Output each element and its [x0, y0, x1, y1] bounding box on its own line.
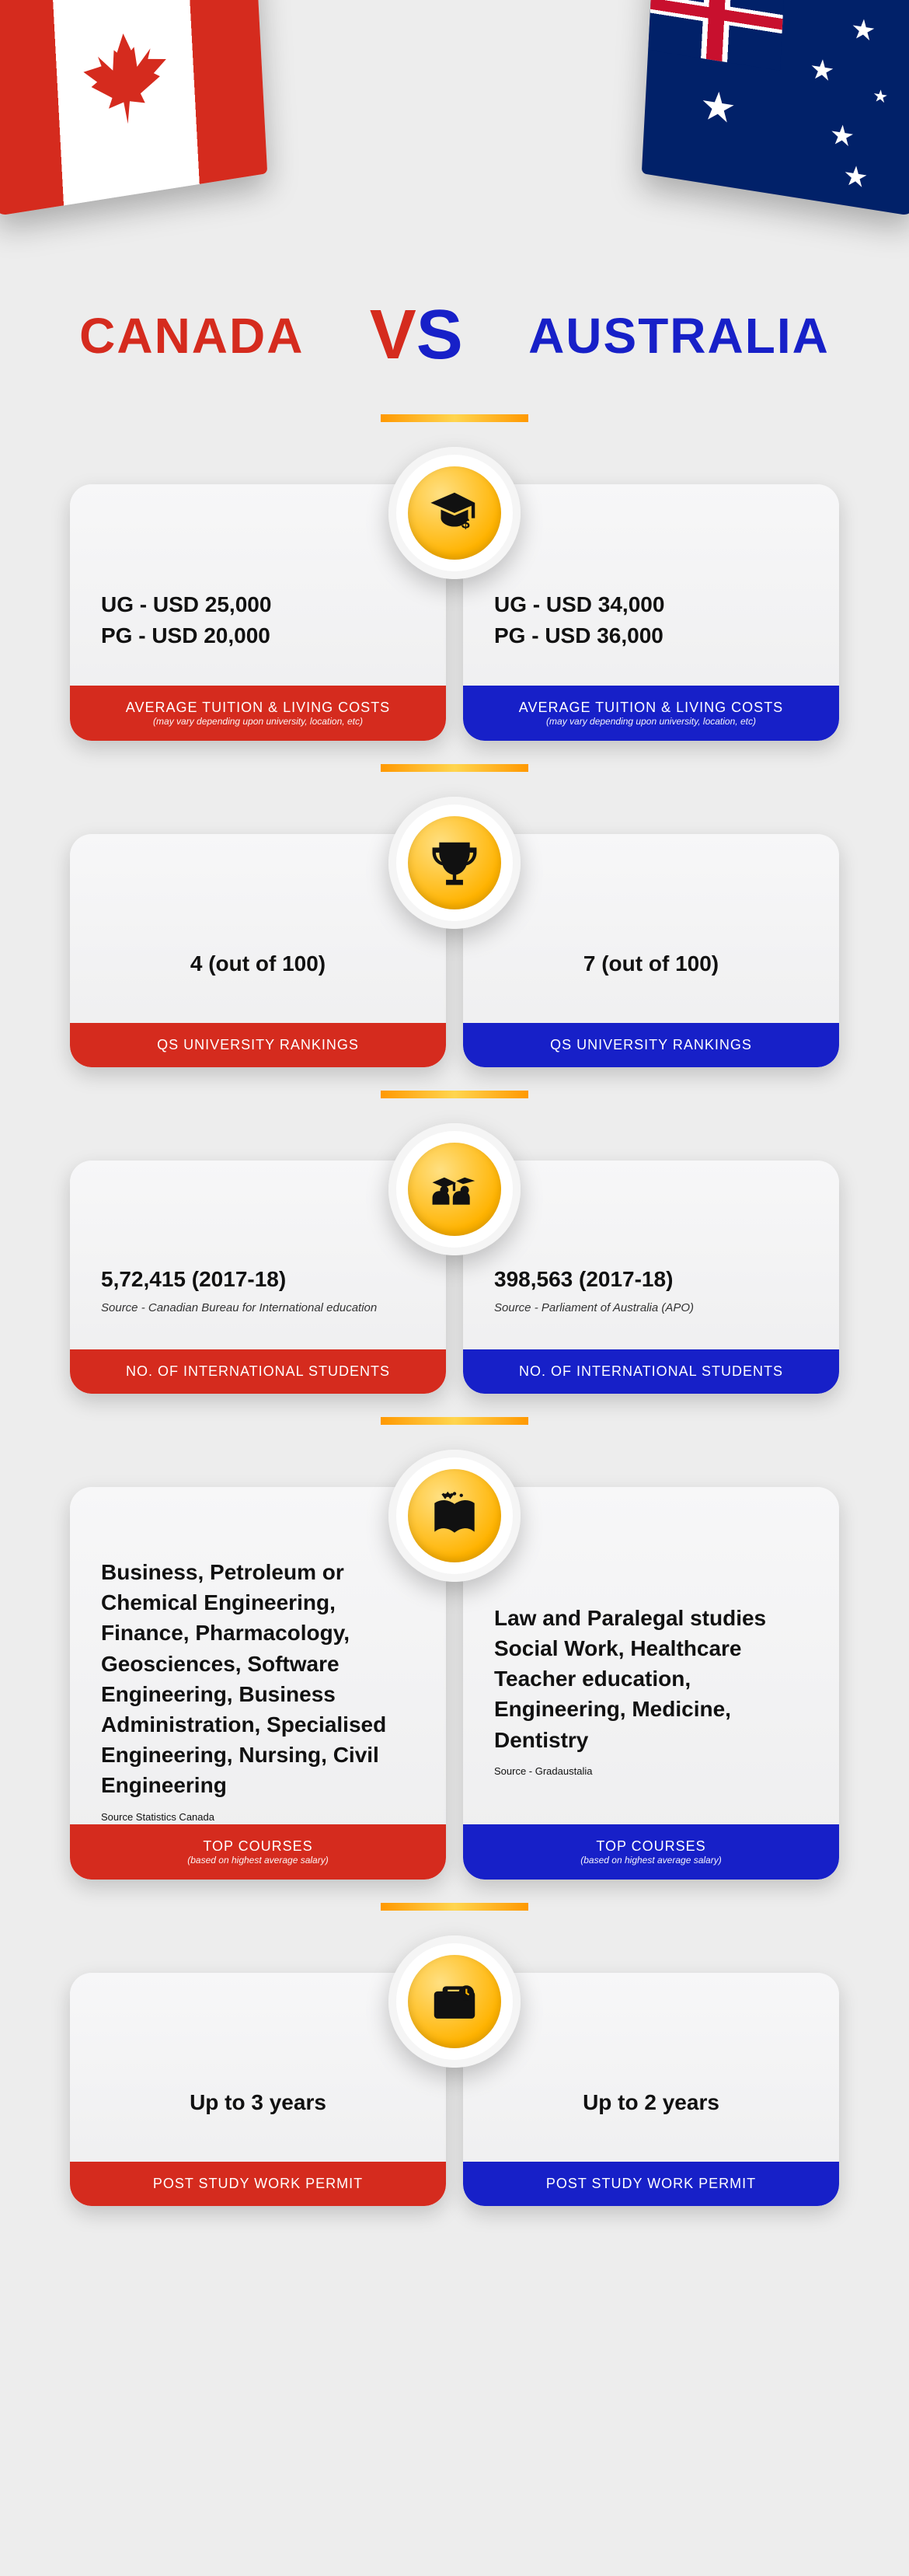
- section-courses: Business, Petroleum or Chemical Engineer…: [70, 1487, 839, 1880]
- section-work-permit: Up to 3 years POST STUDY WORK PERMIT Up …: [70, 1973, 839, 2206]
- briefcase-icon: [381, 1903, 528, 2068]
- section-students: 5,72,415 (2017-18) Source - Canadian Bur…: [70, 1161, 839, 1394]
- canada-permit-duration: Up to 3 years: [101, 2087, 415, 2117]
- aus-ug-cost: UG - USD 34,000: [494, 589, 808, 620]
- canada-courses-list: Business, Petroleum or Chemical Engineer…: [101, 1557, 415, 1801]
- trophy-icon: [381, 764, 528, 929]
- rankings-aus-footer: QS UNIVERSITY RANKINGS: [463, 1023, 839, 1067]
- svg-text:$: $: [461, 515, 470, 532]
- students-aus-footer: NO. OF INTERNATIONAL STUDENTS: [463, 1349, 839, 1394]
- canada-ranking: 4 (out of 100): [101, 948, 415, 979]
- rankings-canada-footer: QS UNIVERSITY RANKINGS: [70, 1023, 446, 1067]
- vs-s: S: [416, 295, 463, 375]
- canada-students-source: Source - Canadian Bureau for Internation…: [101, 1300, 415, 1316]
- courses-canada-footer: TOP COURSES (based on highest average sa…: [70, 1824, 446, 1880]
- section-tuition: $ UG - USD 25,000 PG - USD 20,000 AVERAG…: [70, 484, 839, 741]
- permit-aus-footer: POST STUDY WORK PERMIT: [463, 2162, 839, 2206]
- canada-courses-source: Source Statistics Canada: [101, 1810, 415, 1824]
- canada-title: CANADA: [79, 307, 304, 365]
- students-icon: [381, 1091, 528, 1255]
- book-icon: [381, 1417, 528, 1582]
- australia-title: AUSTRALIA: [528, 307, 830, 365]
- aus-students-source: Source - Parliament of Australia (APO): [494, 1300, 808, 1316]
- aus-courses-list: Law and Paralegal studies Social Work, H…: [494, 1603, 808, 1755]
- vs-label: V S: [370, 295, 463, 375]
- aus-courses-source: Source - Gradaustalia: [494, 1764, 808, 1778]
- students-canada-footer: NO. OF INTERNATIONAL STUDENTS: [70, 1349, 446, 1394]
- aus-permit-duration: Up to 2 years: [494, 2087, 808, 2117]
- tuition-aus-footer: AVERAGE TUITION & LIVING COSTS (may vary…: [463, 686, 839, 741]
- courses-aus-footer: TOP COURSES (based on highest average sa…: [463, 1824, 839, 1880]
- permit-canada-footer: POST STUDY WORK PERMIT: [70, 2162, 446, 2206]
- canada-ug-cost: UG - USD 25,000: [101, 589, 415, 620]
- aus-pg-cost: PG - USD 36,000: [494, 620, 808, 651]
- tuition-canada-footer: AVERAGE TUITION & LIVING COSTS (may vary…: [70, 686, 446, 741]
- tuition-icon: $: [381, 414, 528, 579]
- aus-ranking: 7 (out of 100): [494, 948, 808, 979]
- canada-students-count: 5,72,415 (2017-18): [101, 1264, 415, 1294]
- header: CANADA V S AUSTRALIA: [0, 0, 909, 375]
- vs-v: V: [370, 295, 416, 375]
- section-rankings: 4 (out of 100) QS UNIVERSITY RANKINGS 7 …: [70, 834, 839, 1067]
- canada-pg-cost: PG - USD 20,000: [101, 620, 415, 651]
- sections: $ UG - USD 25,000 PG - USD 20,000 AVERAG…: [0, 375, 909, 2299]
- aus-students-count: 398,563 (2017-18): [494, 1264, 808, 1294]
